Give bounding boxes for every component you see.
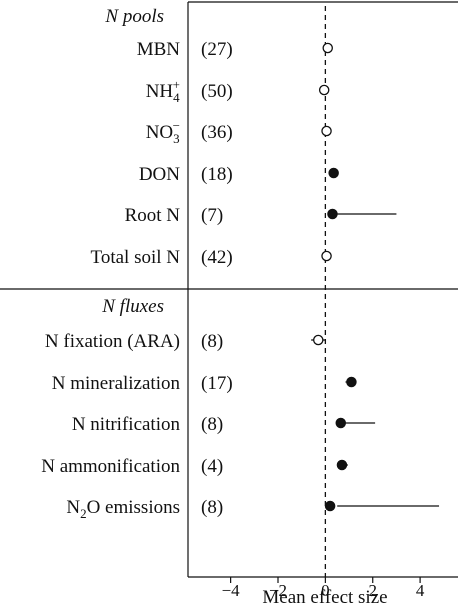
row-label: N ammonification bbox=[41, 456, 180, 477]
sample-size: (50) bbox=[201, 81, 233, 102]
forest-row: N mineralization (17) bbox=[52, 373, 357, 394]
forest-row: N fixation (ARA) (8) bbox=[45, 331, 326, 352]
forest-row: MBN (27) bbox=[137, 39, 333, 60]
effect-point bbox=[313, 334, 324, 346]
forest-row: N nitrification (8) bbox=[72, 414, 376, 435]
sample-size: (42) bbox=[201, 247, 233, 268]
sample-size: (27) bbox=[201, 39, 233, 60]
forest-row: NO3− (36) bbox=[146, 118, 332, 146]
section-title: N pools bbox=[104, 6, 164, 27]
sample-size: (8) bbox=[201, 414, 223, 435]
sample-size: (17) bbox=[201, 373, 233, 394]
row-label: NO3− bbox=[146, 118, 180, 146]
forest-row: Total soil N (42) bbox=[91, 247, 332, 268]
forest-row: N ammonification (4) bbox=[41, 456, 348, 477]
effect-point bbox=[335, 417, 347, 429]
x-tick-label: −4 bbox=[222, 581, 241, 600]
sample-size: (8) bbox=[201, 331, 223, 352]
forest-row: NH4+ (50) bbox=[146, 77, 330, 105]
sample-size: (4) bbox=[201, 456, 223, 477]
effect-point bbox=[336, 459, 348, 471]
forest-row: Root N (7) bbox=[125, 205, 397, 226]
effect-point bbox=[322, 42, 333, 54]
row-label: MBN bbox=[137, 39, 181, 60]
row-label: Root N bbox=[125, 205, 181, 226]
effect-point bbox=[327, 208, 338, 220]
sample-size: (8) bbox=[201, 497, 223, 518]
x-tick-label: −2 bbox=[269, 581, 287, 600]
sample-size: (36) bbox=[201, 122, 233, 143]
effect-point bbox=[321, 250, 332, 262]
effect-point bbox=[321, 125, 332, 137]
x-tick-label: 2 bbox=[368, 581, 377, 600]
row-label: DON bbox=[139, 164, 180, 185]
x-tick-label: 4 bbox=[416, 581, 425, 600]
row-label: N fixation (ARA) bbox=[45, 331, 180, 352]
row-label: N mineralization bbox=[52, 373, 181, 394]
effect-point bbox=[328, 167, 339, 179]
row-label: N nitrification bbox=[72, 414, 181, 435]
forest-row: N2O emissions (8) bbox=[66, 497, 440, 521]
effect-point bbox=[318, 84, 330, 96]
forest-row: DON (18) bbox=[139, 164, 339, 185]
x-axis-title: Mean effect size bbox=[262, 587, 387, 608]
section-title: N fluxes bbox=[101, 296, 164, 317]
effect-point bbox=[324, 500, 336, 512]
row-label: Total soil N bbox=[91, 247, 181, 268]
effect-point bbox=[346, 376, 357, 388]
x-tick-label: 0 bbox=[321, 581, 330, 600]
sample-size: (18) bbox=[201, 164, 233, 185]
row-label: N2O emissions bbox=[66, 497, 180, 521]
sample-size: (7) bbox=[201, 205, 223, 226]
row-label: NH4+ bbox=[146, 77, 180, 105]
